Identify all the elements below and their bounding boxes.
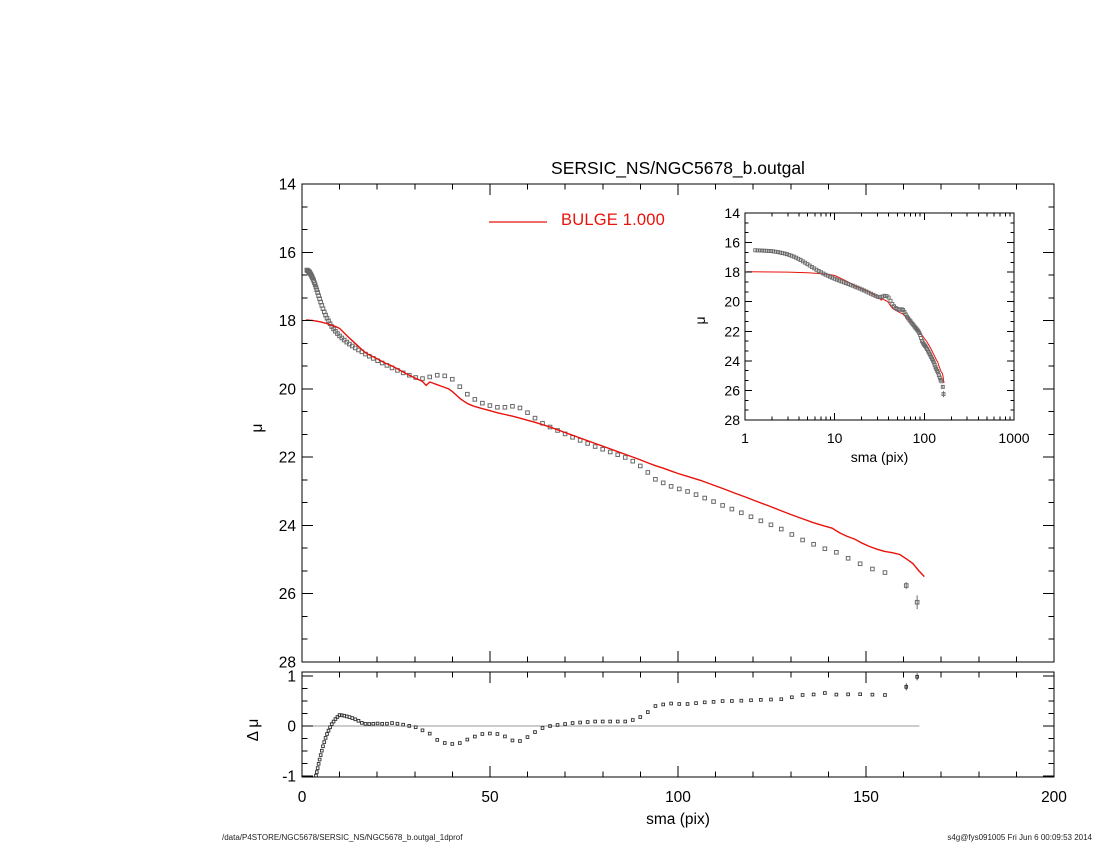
main-y-tick-label: 18 (279, 313, 296, 330)
main-galaxy-points (304, 267, 920, 610)
inset-plot-frame (744, 212, 1015, 421)
inset-series (746, 248, 946, 398)
residual-x-tick-label: 200 (1041, 789, 1067, 806)
bulge-model-line (305, 319, 925, 578)
residual-y-tick-label: 0 (287, 719, 296, 736)
inset-x-tick-label: 1 (741, 430, 749, 446)
residual-plot-frame (301, 671, 1055, 778)
residual-axes (301, 672, 1055, 777)
main-y-tick-label: 14 (279, 177, 297, 194)
inset-x-axis-title: sma (pix) (851, 449, 909, 465)
residual-y-tick-label: -1 (282, 769, 296, 786)
inset-y-tick-label: 18 (724, 264, 740, 280)
main-y-axis-title: μ (249, 424, 266, 433)
x-axis-title: sma (pix) (646, 811, 710, 828)
inset-y-tick-label: 26 (724, 382, 740, 398)
inset-axes (744, 212, 1015, 421)
main-y-tick-label: 28 (279, 655, 296, 672)
residual-x-tick-label: 100 (665, 789, 691, 806)
main-y-tick-label: 16 (279, 245, 296, 262)
inset-y-tick-label: 14 (724, 205, 740, 221)
inset-y-tick-label: 24 (724, 353, 740, 369)
inset-x-tick-label: 100 (913, 430, 937, 446)
inset-y-tick-label: 22 (724, 323, 740, 339)
inset-y-tick-label: 20 (724, 294, 740, 310)
residual-x-tick-label: 50 (481, 789, 499, 806)
inset-y-tick-label: 16 (724, 235, 740, 251)
residual-y-tick-label: 1 (287, 669, 296, 686)
page-title: SERSIC_NS/NGC5678_b.outgal (551, 158, 805, 178)
inset-y-axis-title: μ (692, 316, 708, 324)
main-y-tick-label: 22 (279, 450, 296, 467)
main-y-tick-label: 26 (279, 586, 296, 603)
footer-user-timestamp: s4g@fys091005 Fri Jun 6 00:09:53 2014 (947, 833, 1092, 842)
main-axes (301, 183, 1055, 663)
inset-y-tick-label: 28 (724, 412, 740, 428)
footer-file-path: /data/P4STORE/NGC5678/SERSIC_NS/NGC5678_… (222, 833, 463, 842)
legend-label: BULGE 1.000 (561, 211, 666, 229)
residual-points (314, 673, 919, 777)
main-y-tick-label: 20 (279, 381, 297, 398)
residual-x-tick-label: 150 (853, 789, 879, 806)
inset-x-tick-label: 10 (827, 430, 843, 446)
inset-x-tick-label: 1000 (998, 430, 1029, 446)
main-plot-frame (301, 183, 1055, 663)
residual-y-axis-title: Δ μ (245, 719, 262, 742)
main-y-tick-label: 24 (279, 518, 297, 535)
residual-x-tick-label: 0 (298, 789, 307, 806)
